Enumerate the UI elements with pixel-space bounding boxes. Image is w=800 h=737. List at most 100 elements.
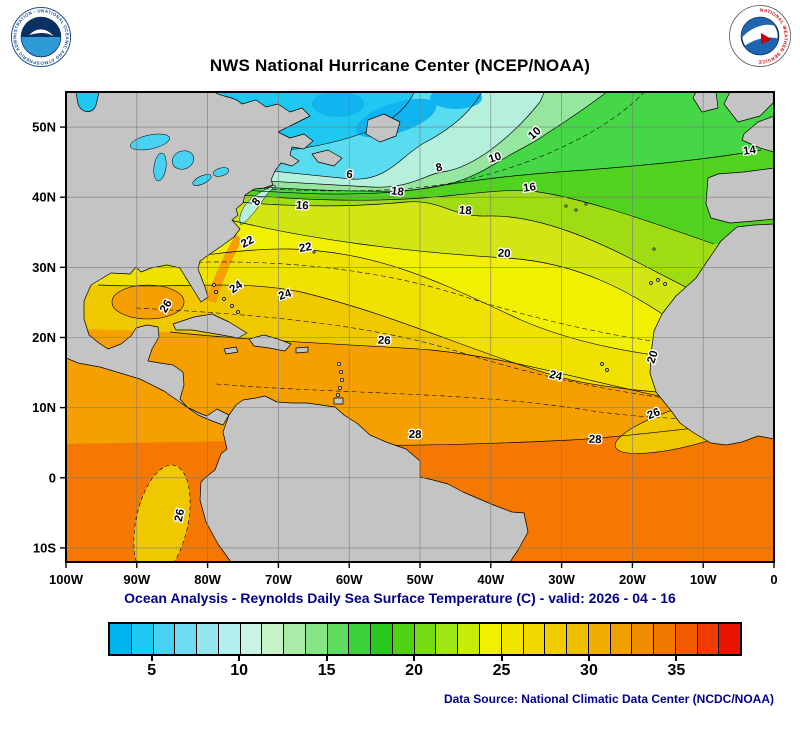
nws-logo: NATIONAL WEATHER SERVICE xyxy=(729,5,791,67)
lon-tick-label: 0 xyxy=(770,572,777,587)
colorbar-segment xyxy=(610,624,633,654)
lat-tick-label: 40N xyxy=(32,190,56,205)
lon-tick-label: 40W xyxy=(477,572,504,587)
colorbar-segment xyxy=(414,624,437,654)
lat-tick-label: 30N xyxy=(32,260,56,275)
isotherm-label: 20 xyxy=(645,349,660,365)
land-iberia xyxy=(705,167,774,224)
colorbar: 5 10 15 20 25 30 35 xyxy=(108,622,742,686)
colorbar-segment xyxy=(436,624,459,654)
lon-tick-label: 100W xyxy=(49,572,84,587)
colorbar-tick-label: 35 xyxy=(667,662,686,679)
isotherm-label: 24 xyxy=(548,369,564,384)
great-lakes xyxy=(130,133,230,186)
isotherm-8 xyxy=(213,92,545,188)
lon-tick-label: 80W xyxy=(194,572,221,587)
land-uk xyxy=(723,92,774,123)
land-trinidad xyxy=(333,397,344,405)
lat-tick-label: 10N xyxy=(32,400,56,415)
isotherm-label: 6 xyxy=(345,169,353,182)
land-ireland xyxy=(692,92,719,113)
colorbar-segment xyxy=(131,624,154,654)
isotherm-14 xyxy=(215,149,762,195)
colorbar-segment xyxy=(305,624,328,654)
isotherm-label: 24 xyxy=(277,287,293,303)
cold-coastal-strip xyxy=(239,184,277,226)
lat-tick-label: 0 xyxy=(49,470,56,485)
colorbar-tick-mark xyxy=(675,656,678,661)
lon-tick-label: 90W xyxy=(123,572,150,587)
lon-tick-label: 70W xyxy=(265,572,292,587)
land-france xyxy=(741,115,774,153)
isotherm-label: 20 xyxy=(497,248,510,261)
lat-tick-label: 50N xyxy=(32,120,56,135)
colorbar-tick-label: 15 xyxy=(317,662,336,679)
noaa-logo-sky xyxy=(21,17,61,37)
graticule xyxy=(66,92,774,562)
lat-tick-label: 20N xyxy=(32,330,56,345)
noaa-logo: NATIONAL OCEANIC AND ATMOSPHERIC ADMINIS… xyxy=(10,6,72,68)
isotherm-label: 28 xyxy=(409,429,423,441)
colorbar-segment xyxy=(567,624,589,654)
isotherm-16 xyxy=(217,190,715,245)
isotherm-label: 10 xyxy=(487,150,503,165)
colorbar-tick-mark xyxy=(587,656,590,661)
noaa-bird-icon xyxy=(29,29,54,37)
lake-huron xyxy=(171,150,195,170)
colorbar-segment xyxy=(240,624,263,654)
landmasses xyxy=(66,92,774,562)
isotherm-label: 14 xyxy=(742,144,757,158)
colorbar-segment xyxy=(153,624,176,654)
isotherm-10 xyxy=(215,92,608,192)
isotherm-label: 18 xyxy=(390,185,405,199)
land-puerto-rico xyxy=(295,346,309,354)
colorbar-segment xyxy=(392,624,415,654)
colorbar-tick-mark xyxy=(238,656,241,661)
colorbar-segment xyxy=(719,624,741,654)
colorbar-segment xyxy=(175,624,198,654)
colorbar-segment xyxy=(697,624,720,654)
lake-ontario xyxy=(212,167,230,177)
header: NATIONAL OCEANIC AND ATMOSPHERIC ADMINIS… xyxy=(0,0,800,86)
lon-tick-label: 20W xyxy=(619,572,646,587)
land-north-america xyxy=(66,92,314,426)
colorbar-segment xyxy=(632,624,655,654)
colorbar-tick-mark xyxy=(325,656,328,661)
lat-tick-label: 10S xyxy=(33,540,56,555)
colorbar-segment xyxy=(458,624,481,654)
colorbar-segment xyxy=(284,624,306,654)
cold-pocket-labrador xyxy=(312,92,364,117)
cold-pocket-north-atlantic xyxy=(430,92,482,109)
colorbar-tick-mark xyxy=(500,656,503,661)
land-jamaica xyxy=(223,346,239,355)
colorbar-segment xyxy=(110,624,132,654)
lake-superior xyxy=(130,133,170,151)
isotherm-lines-dashed xyxy=(125,92,774,420)
isotherm-label: 18 xyxy=(458,204,472,217)
colorbar-segment xyxy=(197,624,219,654)
gulf-of-mexico-warm-pocket xyxy=(111,284,185,320)
lon-tick-label: 50W xyxy=(407,572,434,587)
colorbar-segment xyxy=(480,624,502,654)
isotherm-6 xyxy=(211,92,483,180)
isotherm-label: 26 xyxy=(173,508,187,523)
colorbar-segment xyxy=(654,624,676,654)
colorbar-segment xyxy=(675,624,698,654)
isotherm-21-dashed xyxy=(125,261,689,346)
latitude-axis: 50N 40N 30N 20N 10N 0 10S xyxy=(32,120,66,555)
land-nova-scotia xyxy=(311,149,343,167)
lon-tick-label: 10W xyxy=(690,572,717,587)
isotherm-label: 16 xyxy=(295,199,309,212)
land-africa xyxy=(649,223,774,446)
colorbar-tick-label: 20 xyxy=(405,662,423,679)
isotherm-20 xyxy=(225,218,689,333)
land-south-america xyxy=(199,395,529,562)
lon-tick-label: 30W xyxy=(548,572,575,587)
isotherm-label: 16 xyxy=(522,181,536,195)
isotherm-27-dashed xyxy=(215,383,774,420)
map-caption: Ocean Analysis - Reynolds Daily Sea Surf… xyxy=(124,590,676,606)
isotherm-label: 28 xyxy=(588,434,602,447)
